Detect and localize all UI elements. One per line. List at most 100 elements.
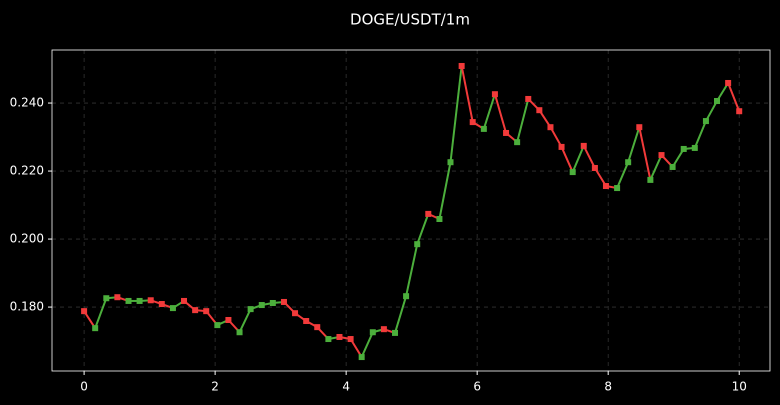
x-tick-label: 2 — [211, 380, 219, 394]
point-marker — [514, 139, 521, 146]
point-marker — [736, 108, 743, 115]
point-marker — [702, 118, 709, 125]
line-segment — [727, 82, 741, 112]
y-tick-label: 0.220 — [10, 164, 44, 178]
x-tick-label: 4 — [342, 380, 350, 394]
line-segment — [349, 338, 363, 358]
y-tick-label: 0.180 — [10, 300, 44, 314]
point-marker — [536, 107, 543, 114]
line-segment — [638, 126, 652, 181]
line-segment — [394, 295, 408, 334]
point-marker — [325, 336, 332, 343]
point-marker — [625, 159, 632, 166]
point-marker — [447, 159, 454, 166]
line-segment — [716, 82, 729, 102]
line-segment — [582, 145, 596, 169]
point-marker — [92, 325, 99, 332]
point-marker — [103, 295, 110, 302]
point-marker — [580, 142, 587, 149]
point-marker — [658, 152, 665, 159]
chart-title: DOGE/USDT/1m — [350, 11, 470, 29]
point-marker — [558, 143, 565, 150]
point-marker — [547, 124, 554, 131]
line-segment — [460, 65, 474, 123]
point-marker — [169, 305, 176, 312]
point-marker — [114, 294, 121, 301]
point-marker — [458, 62, 465, 69]
point-marker — [680, 145, 687, 152]
point-marker — [258, 302, 265, 309]
point-marker — [436, 216, 443, 223]
point-marker — [292, 310, 299, 317]
point-marker — [369, 329, 376, 336]
point-marker — [469, 119, 476, 126]
point-marker — [669, 163, 676, 170]
line-segment — [238, 308, 252, 333]
point-marker — [269, 299, 276, 306]
point-marker — [181, 297, 188, 304]
line-segment — [627, 126, 641, 163]
x-tick-label: 0 — [80, 380, 88, 394]
point-marker — [236, 329, 243, 336]
point-marker — [247, 306, 254, 313]
point-marker — [214, 322, 221, 329]
x-tick-label: 10 — [732, 380, 747, 394]
point-marker — [602, 183, 609, 190]
point-marker — [403, 293, 410, 300]
point-marker — [203, 308, 210, 315]
point-marker — [725, 79, 732, 86]
line-segment — [649, 154, 663, 181]
point-marker — [225, 316, 232, 323]
line-segment — [416, 213, 430, 245]
point-marker — [158, 301, 165, 308]
point-marker — [392, 329, 399, 336]
line-segment — [493, 93, 508, 134]
point-marker — [714, 98, 721, 105]
line-segment — [482, 93, 496, 130]
line-segment — [571, 145, 585, 173]
point-marker — [358, 354, 365, 361]
point-marker — [280, 298, 287, 305]
point-marker — [691, 144, 698, 151]
point-marker — [503, 129, 510, 136]
y-tick-label: 0.200 — [10, 232, 44, 246]
point-marker — [614, 185, 621, 192]
plot-frame — [51, 49, 771, 372]
point-marker — [380, 326, 387, 333]
point-marker — [125, 297, 132, 304]
point-marker — [192, 307, 199, 314]
y-tick-label: 0.240 — [10, 96, 44, 110]
point-marker — [569, 169, 576, 176]
line-segment — [616, 161, 630, 189]
line-segment — [549, 126, 563, 148]
point-marker — [491, 91, 498, 98]
x-tick-label: 6 — [473, 380, 481, 394]
point-marker — [636, 124, 643, 131]
point-marker — [425, 210, 432, 217]
line-segment — [594, 167, 607, 187]
line-segment — [671, 148, 685, 168]
point-marker — [347, 336, 354, 343]
point-marker — [314, 324, 321, 331]
point-marker — [147, 297, 154, 304]
point-marker — [525, 95, 532, 102]
line-segment — [516, 98, 530, 143]
x-tick-label: 8 — [604, 380, 612, 394]
point-marker — [647, 176, 654, 183]
line-segment — [705, 100, 718, 122]
line-segment — [405, 243, 419, 297]
line-segment — [560, 146, 574, 173]
point-marker — [591, 164, 598, 171]
point-marker — [336, 333, 343, 340]
point-marker — [136, 297, 143, 304]
point-marker — [480, 125, 487, 132]
line-segment — [94, 297, 108, 329]
line-segment — [693, 120, 707, 149]
line-segment — [438, 162, 452, 220]
point-marker — [81, 308, 88, 315]
point-marker — [303, 318, 310, 325]
line-segment — [449, 65, 463, 163]
point-marker — [414, 241, 421, 248]
line-segment — [360, 331, 374, 358]
